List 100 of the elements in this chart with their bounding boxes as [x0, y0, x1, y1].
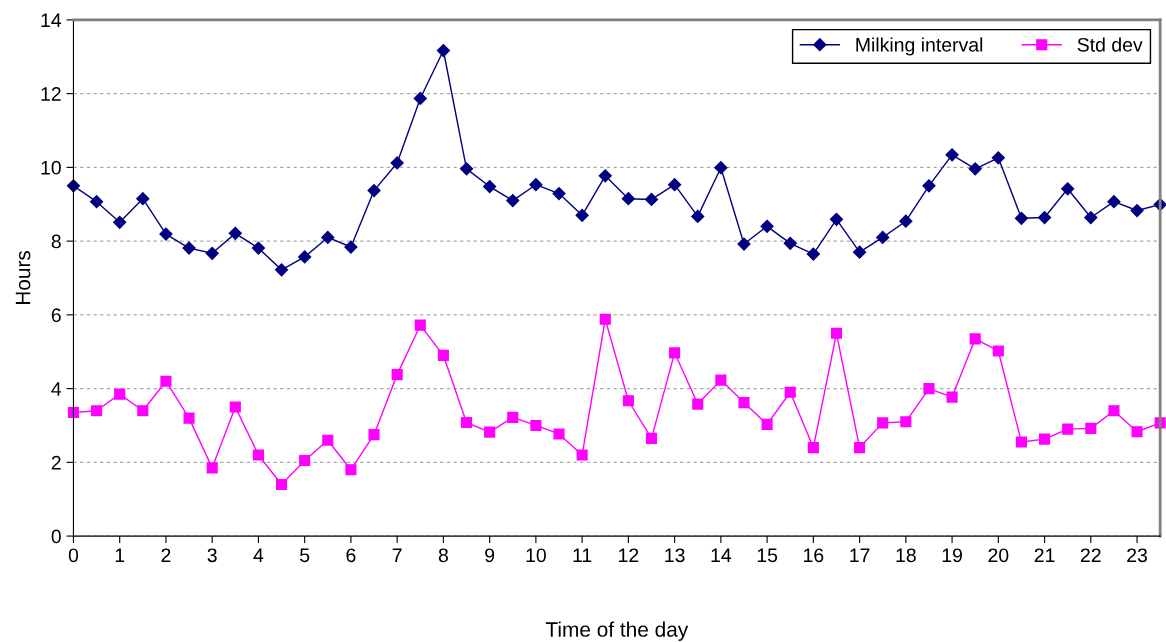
point	[391, 369, 403, 381]
point	[645, 432, 658, 444]
point	[1108, 405, 1120, 417]
point	[390, 156, 404, 170]
point	[460, 416, 473, 429]
point	[160, 375, 172, 387]
y-tick-label: 2	[51, 455, 61, 470]
point	[1039, 433, 1051, 445]
point	[644, 192, 659, 207]
point	[275, 478, 288, 491]
y-tick-label: 4	[51, 382, 62, 396]
point	[553, 428, 565, 440]
y-tick-label: 0	[51, 529, 61, 544]
x-tick-label: 1	[115, 548, 125, 562]
point	[969, 333, 981, 345]
point	[137, 405, 149, 417]
x-tick-label: 15	[757, 548, 778, 563]
x-tick-label: 0	[68, 548, 79, 563]
x-tick-label: 9	[485, 548, 495, 563]
point	[761, 418, 773, 430]
point	[229, 401, 241, 413]
point	[436, 43, 450, 58]
x-tick-label: 6	[346, 548, 356, 563]
x-tick-label: 14	[711, 548, 732, 562]
point	[228, 226, 242, 240]
point	[853, 245, 867, 259]
point	[1037, 210, 1052, 225]
x-tick-label: 11	[573, 548, 592, 562]
point	[507, 411, 519, 423]
point	[599, 313, 611, 325]
x-tick-label: 12	[619, 548, 639, 562]
point	[1015, 436, 1027, 448]
point	[945, 148, 959, 162]
point	[251, 241, 266, 255]
point	[806, 247, 820, 261]
x-tick-label: 18	[896, 548, 916, 563]
point	[877, 417, 889, 429]
x-tick-label: 17	[850, 548, 870, 562]
point	[991, 151, 1005, 165]
point	[413, 91, 427, 106]
legend-label: Std dev	[1077, 37, 1143, 52]
point	[760, 219, 774, 233]
point	[321, 230, 335, 245]
point	[922, 179, 936, 193]
point	[1131, 426, 1143, 438]
x-tick-label: 22	[1080, 548, 1101, 562]
point	[737, 237, 751, 251]
point	[529, 178, 543, 192]
point	[830, 327, 843, 339]
point	[968, 162, 982, 176]
point	[1084, 210, 1098, 225]
y-tick-label: 14	[41, 13, 62, 27]
point	[691, 209, 705, 224]
point	[668, 178, 682, 192]
x-tick-label: 5	[300, 548, 310, 563]
point	[992, 345, 1004, 357]
x-tick-label: 13	[665, 548, 685, 563]
point	[368, 429, 380, 441]
y-tick-label: 6	[51, 308, 61, 323]
x-tick-label: 21	[1034, 548, 1055, 562]
point	[205, 246, 219, 260]
point	[437, 349, 449, 361]
point	[738, 397, 750, 409]
point	[669, 347, 681, 359]
x-tick-label: 4	[253, 548, 264, 562]
point	[136, 192, 150, 206]
x-tick-label: 10	[526, 548, 546, 563]
point	[552, 186, 566, 201]
x-tick-label: 2	[161, 548, 171, 562]
point	[345, 464, 357, 476]
y-axis-title: Hours	[15, 250, 31, 305]
point	[598, 169, 612, 183]
point	[322, 434, 334, 446]
point	[575, 208, 589, 222]
point	[692, 398, 704, 410]
x-tick-label: 7	[392, 548, 402, 562]
point	[66, 179, 81, 193]
x-tick-label: 3	[207, 548, 217, 563]
point	[622, 395, 634, 407]
point	[784, 386, 796, 398]
point	[274, 263, 289, 277]
point	[1062, 423, 1074, 435]
x-tick-label: 16	[804, 548, 824, 563]
point	[159, 227, 173, 241]
point	[252, 449, 264, 461]
legend-label: Milking interval	[856, 37, 983, 56]
x-tick-label: 20	[988, 548, 1009, 563]
point	[576, 449, 588, 461]
point	[484, 426, 496, 438]
x-tick-label: 23	[1127, 548, 1148, 563]
point	[459, 162, 474, 176]
point	[182, 241, 196, 255]
point	[414, 319, 426, 331]
point	[483, 179, 497, 194]
point	[299, 454, 311, 467]
point	[1130, 203, 1144, 218]
point	[783, 236, 797, 250]
point	[89, 195, 104, 209]
point	[530, 419, 542, 432]
y-tick-label: 10	[41, 160, 61, 175]
